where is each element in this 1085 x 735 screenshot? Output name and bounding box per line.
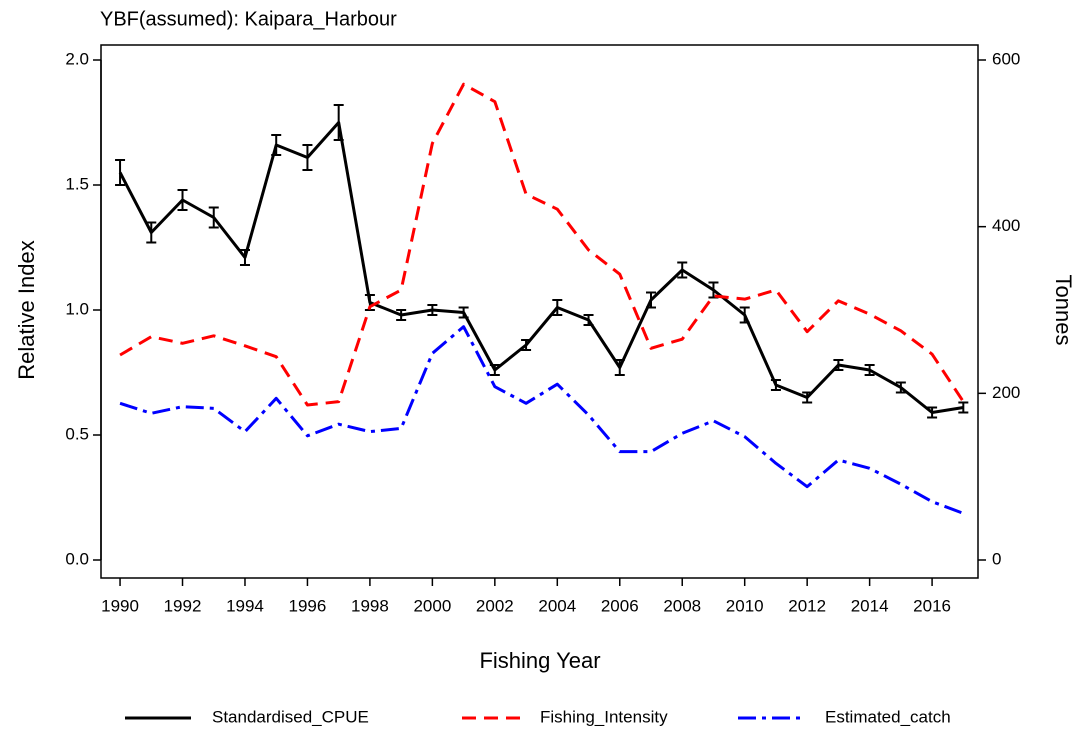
x-tick-label: 2016: [913, 596, 951, 615]
error-bar: [864, 364, 875, 376]
y-tick-label: 0.0: [65, 549, 89, 568]
error-bar: [115, 159, 126, 186]
error-bar: [739, 306, 750, 324]
error-bar: [177, 189, 188, 211]
x-tick-label: 1994: [226, 596, 264, 615]
error-bar: [396, 309, 407, 321]
x-tick-label: 1992: [164, 596, 202, 615]
y-axis-title: Relative Index: [14, 240, 39, 379]
x-tick-label: 2002: [476, 596, 514, 615]
error-bar: [552, 299, 563, 316]
y-tick-label: 1.5: [65, 174, 89, 193]
x-tick-label: 1998: [351, 596, 389, 615]
series-line: [119, 82, 965, 407]
y-tick-label: 1.0: [65, 299, 89, 318]
legend-label: Fishing_Intensity: [540, 707, 668, 726]
error-bar: [958, 401, 969, 414]
error-bar: [677, 261, 688, 279]
error-bar: [146, 221, 157, 244]
plot-frame: [100, 44, 979, 579]
error-bar: [239, 249, 250, 266]
x-tick-label: 2012: [788, 596, 826, 615]
y2-axis-title: Tonnes: [1051, 275, 1076, 346]
error-bar: [895, 381, 906, 394]
x-tick-label: 2008: [663, 596, 701, 615]
chart-title: YBF(assumed): Kaipara_Harbour: [100, 8, 397, 30]
error-bar: [302, 144, 313, 171]
series-line: [119, 325, 964, 515]
y2-tick-label: 200: [992, 383, 1020, 402]
legend-label: Estimated_catch: [825, 707, 951, 726]
error-bar: [333, 104, 344, 141]
x-tick-label: 1990: [101, 596, 139, 615]
error-bar: [489, 364, 500, 376]
y2-tick-label: 600: [992, 49, 1020, 68]
x-tick-label: 2006: [601, 596, 639, 615]
x-tick-label: 2010: [726, 596, 764, 615]
error-bar: [427, 304, 438, 316]
legend-label: Standardised_CPUE: [212, 707, 369, 726]
y2-tick-label: 400: [992, 216, 1020, 235]
y-tick-label: 0.5: [65, 424, 89, 443]
error-bar: [614, 359, 625, 376]
error-bar: [583, 314, 594, 326]
x-tick-label: 2000: [413, 596, 451, 615]
error-bar: [802, 391, 813, 404]
y-tick-label: 2.0: [65, 49, 89, 68]
error-bar: [521, 339, 532, 351]
x-tick-label: 2004: [538, 596, 576, 615]
x-tick-label: 2014: [851, 596, 889, 615]
error-bar: [271, 134, 282, 156]
error-bar: [833, 359, 844, 371]
error-bar: [645, 291, 656, 309]
error-bar: [770, 379, 781, 391]
x-tick-label: 1996: [289, 596, 327, 615]
x-axis-title: Fishing Year: [479, 648, 600, 673]
series-line: [118, 121, 964, 414]
error-bar: [927, 406, 938, 419]
y2-tick-label: 0: [992, 549, 1001, 568]
error-bar: [458, 306, 469, 319]
error-bar: [208, 206, 219, 229]
